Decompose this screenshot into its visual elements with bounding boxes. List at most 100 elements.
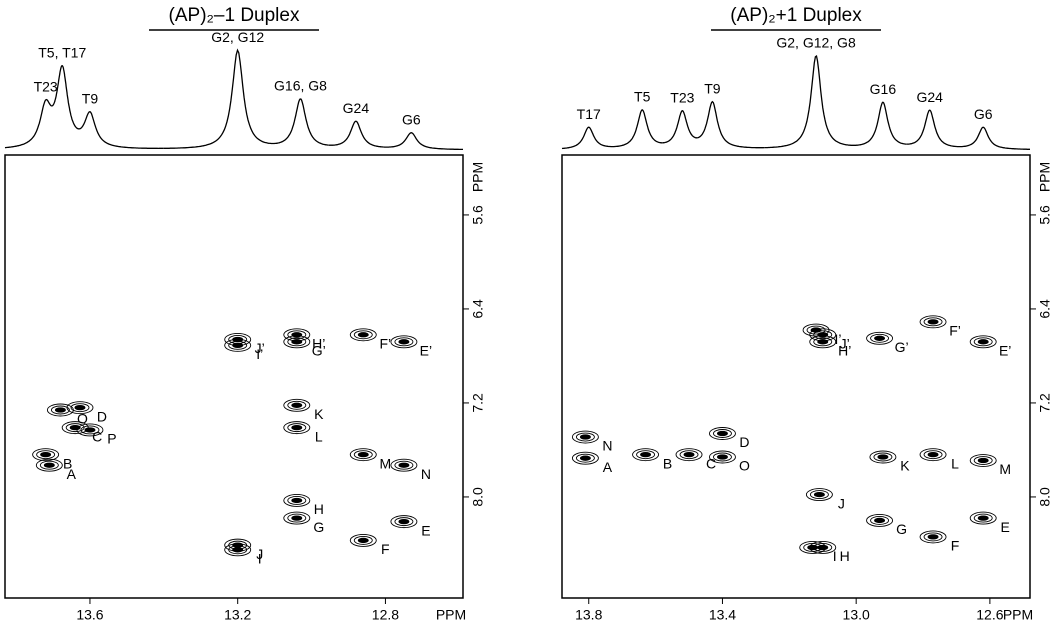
cross-peak xyxy=(709,427,736,440)
cross-peak xyxy=(349,533,377,547)
cross-peak-label: N xyxy=(421,466,431,482)
y-tick-label: 8.0 xyxy=(1037,487,1050,507)
cross-peak xyxy=(866,331,894,345)
cross-peak xyxy=(283,421,311,435)
cross-peak xyxy=(919,530,947,544)
spectrum-peak xyxy=(4,98,55,149)
spectrum-label: G6 xyxy=(402,111,421,127)
cross-peak xyxy=(579,455,591,461)
cross-peak xyxy=(398,462,410,468)
cross-peak-label: L xyxy=(315,428,323,444)
cross-peak xyxy=(679,450,699,460)
spectrum-peak xyxy=(615,109,663,148)
cross-peak-label: J’ xyxy=(255,340,265,356)
cross-peak xyxy=(809,541,837,554)
cross-peak xyxy=(36,450,56,460)
cross-peak xyxy=(866,513,894,527)
cross-peak xyxy=(927,319,939,325)
cross-peak xyxy=(43,462,55,468)
cross-peak xyxy=(228,340,248,350)
cross-peak-label: E’ xyxy=(420,343,432,359)
y-tick-label: 5.6 xyxy=(1037,205,1050,225)
cross-peak xyxy=(717,454,728,460)
spectrum-label: G24 xyxy=(916,89,943,105)
cross-peak-label: I xyxy=(833,548,837,564)
spectrum-label: G2, G12, G8 xyxy=(776,34,856,50)
cross-peak xyxy=(870,515,890,525)
cross-peak xyxy=(65,423,85,433)
cross-peak xyxy=(353,330,373,340)
cross-peak xyxy=(809,335,837,349)
cross-peak xyxy=(349,448,377,462)
panel-title: (AP)₂+1 Duplex xyxy=(730,5,862,26)
cross-peak xyxy=(353,450,373,460)
cross-peak xyxy=(357,451,369,458)
cross-peak xyxy=(877,454,889,460)
y-tick-label: 5.6 xyxy=(470,205,486,225)
cross-peak xyxy=(579,434,591,440)
x-tick-label: 12.6 xyxy=(976,607,1003,620)
cross-peak xyxy=(69,424,81,431)
cross-peak-label: A xyxy=(67,466,77,482)
spectrum-peak xyxy=(163,48,270,149)
x-axis-label: PPM xyxy=(1003,607,1033,620)
cross-peak xyxy=(349,328,377,342)
cross-peak-label: P xyxy=(107,431,116,447)
cross-peak-label: M xyxy=(379,455,391,471)
cross-peak-label: K xyxy=(900,458,910,474)
cross-peak xyxy=(807,544,819,551)
cross-peak-label: I’ xyxy=(256,346,263,362)
cross-peak xyxy=(813,337,833,347)
cross-peak xyxy=(575,453,595,463)
spectrum-label: G16, G8 xyxy=(274,78,327,94)
cross-peak-label: G xyxy=(313,519,324,535)
cross-peak xyxy=(394,517,414,527)
cross-peak xyxy=(74,404,86,411)
spectrum-peak xyxy=(906,109,957,148)
spectrum-peak xyxy=(269,98,329,146)
cross-peak-label: J xyxy=(256,546,263,562)
cross-peak xyxy=(809,490,829,500)
cross-peak xyxy=(869,450,897,464)
cross-peak xyxy=(969,335,997,349)
spectrum-label: T23 xyxy=(34,79,58,95)
cross-peak xyxy=(973,337,993,347)
x-tick-label: 12.8 xyxy=(372,607,399,620)
spectrum-label: T9 xyxy=(82,90,99,106)
y-tick-label: 8.0 xyxy=(470,487,486,507)
cross-peak-label: E xyxy=(421,522,430,538)
cross-peak xyxy=(232,342,244,349)
cross-peak xyxy=(390,335,418,349)
cross-peak xyxy=(874,517,886,524)
cross-peak-label: H’ xyxy=(312,335,325,351)
spectrum-peak xyxy=(956,126,1030,150)
cross-peak-label: D xyxy=(97,408,107,424)
cross-peak-label: A xyxy=(603,459,613,475)
cross-peak-label: D xyxy=(739,434,749,450)
x-tick-label: 13.2 xyxy=(224,607,251,620)
cross-peak xyxy=(927,451,939,458)
cross-peak xyxy=(291,402,303,408)
x-tick-label: 13.0 xyxy=(843,607,870,620)
cross-peak xyxy=(70,403,90,413)
spectrum-peak xyxy=(383,132,463,151)
cross-peak xyxy=(287,496,307,505)
cross-peak xyxy=(283,511,311,525)
cross-peak xyxy=(40,451,52,458)
cross-peak-label: F xyxy=(951,538,960,554)
cross-peak-label: G’ xyxy=(312,343,326,359)
spectrum-label: G2, G12 xyxy=(211,29,264,45)
cross-peak xyxy=(709,450,736,464)
spectrum-peak xyxy=(697,100,765,149)
cross-peak xyxy=(923,532,943,542)
spectrum-peak xyxy=(75,111,164,150)
cross-peak xyxy=(870,333,890,343)
cross-peak-label: G’ xyxy=(895,339,909,355)
cross-peak-label: L xyxy=(951,455,959,471)
spectrum-peak xyxy=(764,55,850,149)
cross-peak xyxy=(969,511,997,525)
cross-peak xyxy=(287,400,307,410)
cross-peak-label: F xyxy=(381,541,390,557)
cross-peak xyxy=(675,448,703,462)
